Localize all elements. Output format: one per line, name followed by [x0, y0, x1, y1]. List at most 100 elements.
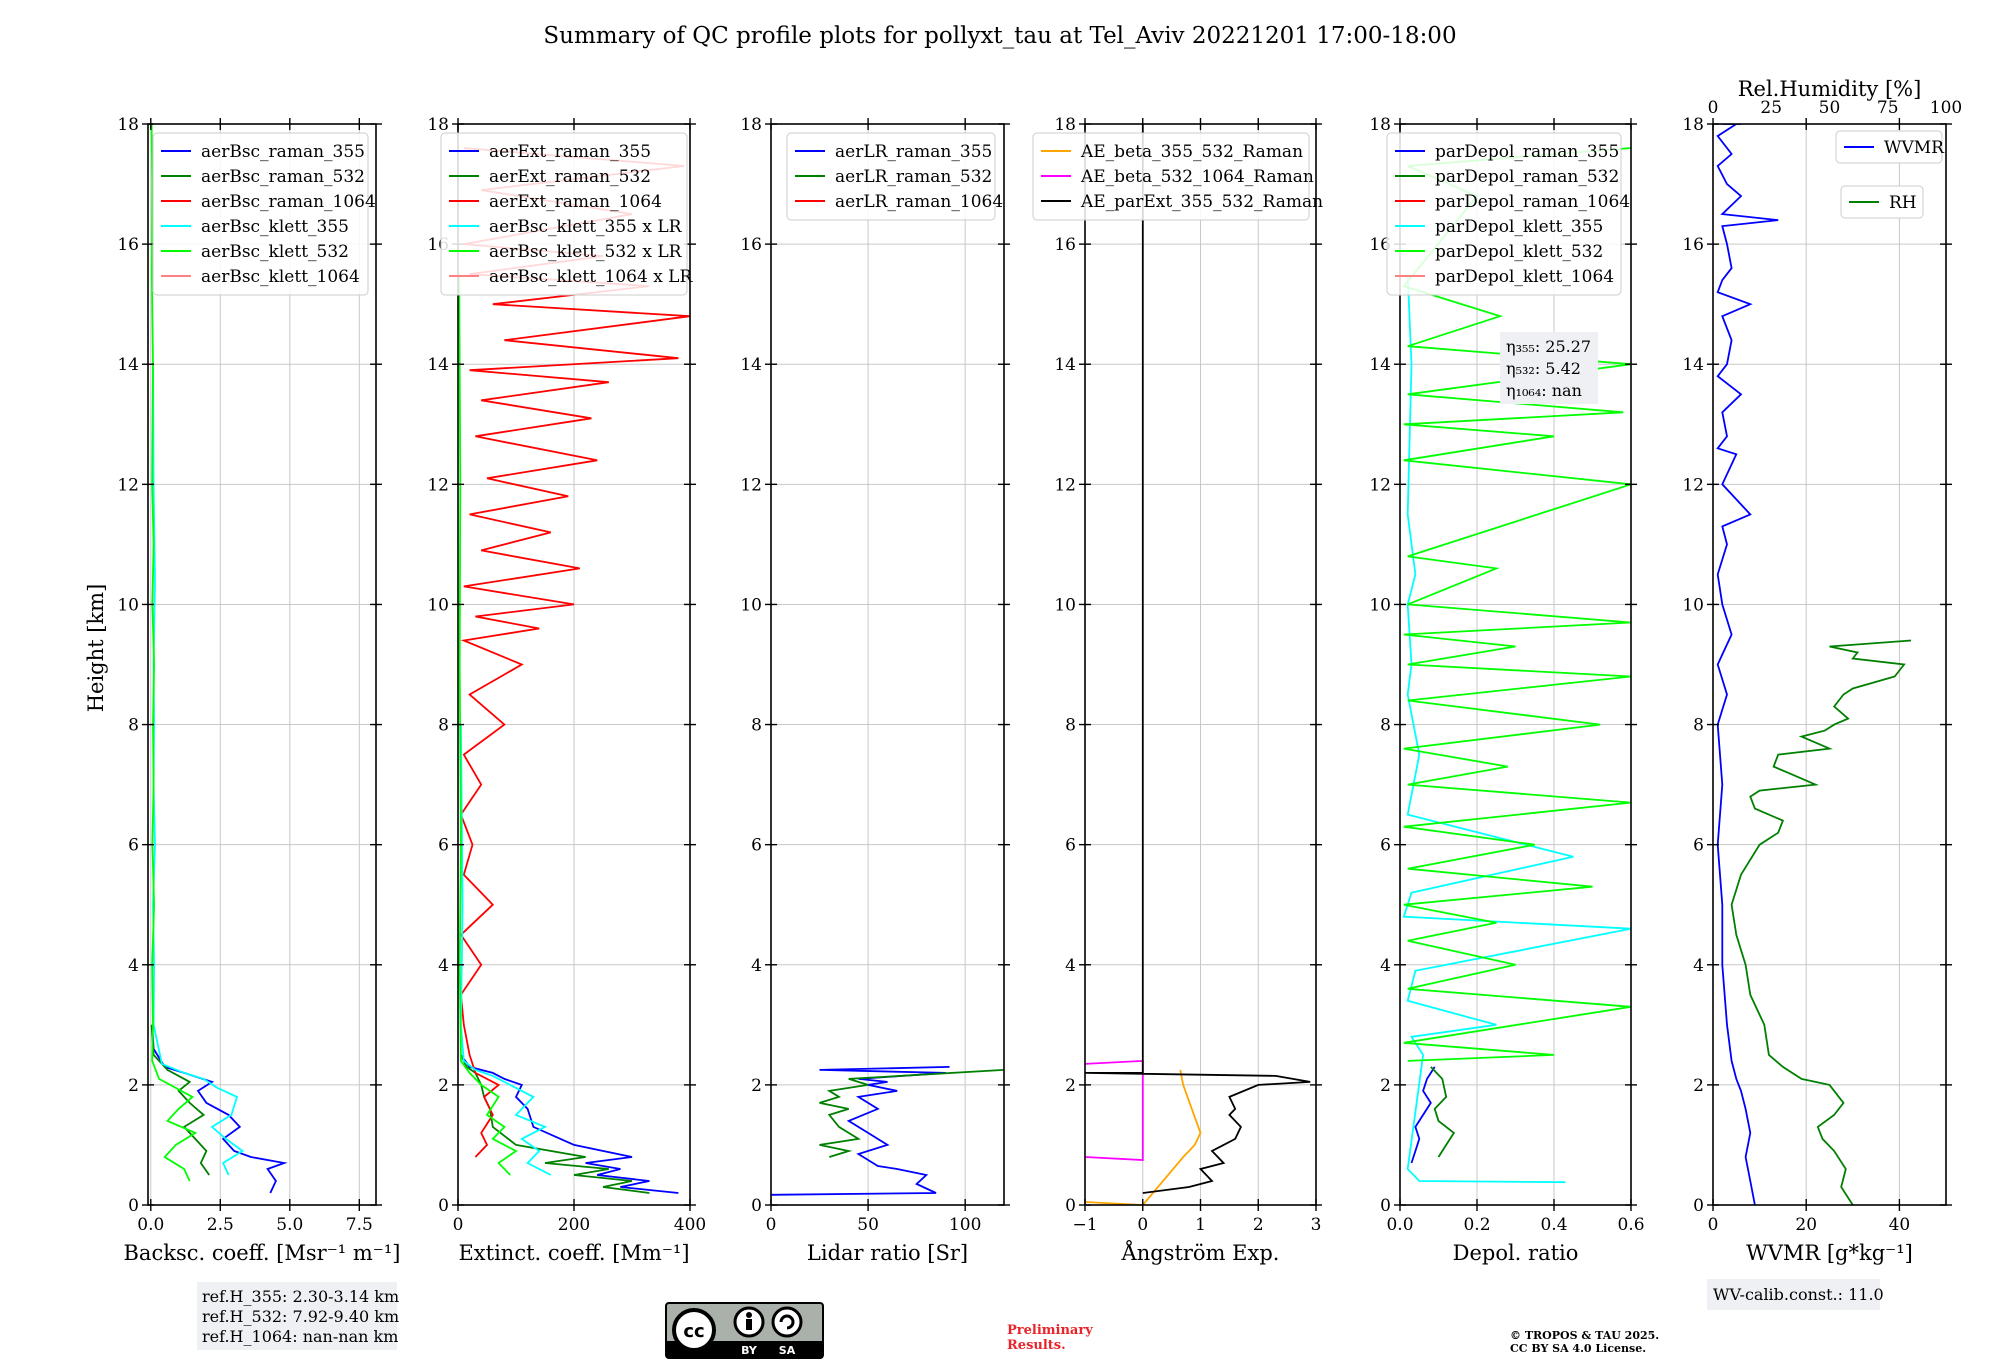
x-tick-label: 1: [1195, 1215, 1206, 1235]
copyright-line-1: © TROPOS & TAU 2025.: [1510, 1329, 1659, 1342]
x-tick-label: 2: [1253, 1215, 1264, 1235]
eta-annotation: η₃₅₅: 25.27 η₅₃₂: 5.42 η₁₀₆₄: nan: [1500, 332, 1598, 404]
y-tick-label: 0: [438, 1196, 449, 1216]
axes-frame: [770, 123, 1005, 1206]
series-line-parDepol_klett_355: [1402, 274, 1631, 1184]
y-tick-label: 16: [1369, 235, 1391, 255]
series-line-aerBsc_raman_532: [150, 1024, 210, 1176]
legend-label: aerLR_raman_355: [835, 142, 992, 162]
y-tick-label: 12: [427, 475, 449, 495]
y-tick-label: 2: [438, 1076, 449, 1096]
y-tick-label: 6: [1380, 836, 1391, 856]
x-axis-label: Backsc. coeff. [Msr⁻¹ m⁻¹]: [124, 1241, 401, 1265]
top-x-tick-label: 50: [1819, 98, 1841, 118]
series-line-aerLR_raman_355: [771, 1066, 950, 1196]
y-tick-label: 14: [117, 355, 139, 375]
figure-title: Summary of QC profile plots for pollyxt_…: [543, 23, 1456, 49]
preliminary-line-1: Preliminary: [1007, 1323, 1093, 1338]
cc-mark: cc: [683, 1321, 704, 1342]
legend: aerExt_raman_355 aerExt_raman_532 aerExt_r…: [440, 132, 693, 296]
legend-label: aerBsc_klett_532: [201, 242, 349, 262]
y-tick-label: 4: [438, 956, 449, 976]
x-tick-label: 0.4: [1540, 1215, 1567, 1235]
legend-label: aerBsc_raman_532: [201, 167, 365, 187]
x-tick-label: 7.5: [346, 1215, 373, 1235]
x-tick-label: 50: [857, 1215, 879, 1235]
y-tick-label: 10: [1369, 595, 1391, 615]
panel-depol: 0 2 4 6 8 10 12 14 16 18 0.0 0.2 0.4 0.6 Depol. ratio p…: [1369, 115, 1644, 1265]
series-line-aerBsc_klett_355 x LR: [459, 724, 552, 1176]
cc-sa-label: SA: [779, 1344, 796, 1357]
eta-value: η₁₀₆₄: nan: [1506, 381, 1582, 400]
legend-label: aerExt_raman_532: [489, 167, 651, 187]
axes-frame: [147, 123, 377, 1206]
legend-label: WVMR: [1884, 138, 1945, 158]
legend-label: parDepol_klett_532: [1435, 242, 1603, 262]
x-tick-label: 0.0: [1386, 1215, 1413, 1235]
y-axis-label: Height [km]: [84, 584, 108, 713]
y-tick-label: 14: [1054, 355, 1076, 375]
y-tick-label: 18: [427, 115, 449, 135]
legend-box: [786, 132, 996, 221]
legend-label: aerBsc_klett_1064: [201, 267, 360, 287]
y-tick-label: 10: [1054, 595, 1076, 615]
x-tick-label: −1: [1072, 1215, 1097, 1235]
y-tick-label: 16: [117, 235, 139, 255]
x-tick-label: 2.5: [207, 1215, 234, 1235]
y-tick-label: 8: [1065, 716, 1076, 736]
y-tick-label: 0: [128, 1196, 139, 1216]
x-axis-label: Depol. ratio: [1453, 1241, 1579, 1265]
y-tick-label: 2: [1693, 1076, 1704, 1096]
legend-rh: RH: [1840, 185, 1924, 219]
y-tick-label: 2: [128, 1076, 139, 1096]
y-tick-label: 10: [740, 595, 762, 615]
y-tick-label: 14: [740, 355, 762, 375]
y-tick-label: 6: [751, 836, 762, 856]
series-line-aerExt_raman_532: [460, 1054, 650, 1194]
x-axis-label: Lidar ratio [Sr]: [807, 1241, 968, 1265]
legend-label: aerBsc_klett_355 x LR: [489, 217, 683, 237]
preliminary-line-2: Results.: [1007, 1338, 1066, 1353]
top-x-tick-label: 25: [1760, 98, 1782, 118]
y-tick-label: 8: [751, 716, 762, 736]
x-tick-label: 20: [1795, 1215, 1817, 1235]
y-tick-label: 18: [117, 115, 139, 135]
legend-box: [152, 132, 369, 296]
y-tick-label: 2: [1065, 1076, 1076, 1096]
top-x-tick-label: 0: [1708, 98, 1719, 118]
ref-height-box: ref.H_355: 2.30-3.14 km ref.H_532: 7.92-…: [197, 1282, 399, 1350]
legend: aerBsc_raman_355 aerBsc_raman_532 aerBsc_r…: [152, 132, 376, 296]
top-x-axis-label: Rel.Humidity [%]: [1738, 77, 1922, 101]
y-tick-label: 6: [1693, 836, 1704, 856]
x-tick-label: 40: [1889, 1215, 1911, 1235]
legend: parDepol_raman_355 parDepol_raman_532 parD…: [1386, 132, 1630, 296]
legend: aerLR_raman_355 aerLR_raman_532 aerLR_rama…: [786, 132, 1003, 221]
y-tick-label: 6: [1065, 836, 1076, 856]
legend-label: parDepol_raman_355: [1435, 142, 1619, 162]
y-tick-label: 10: [427, 595, 449, 615]
y-tick-label: 8: [1380, 716, 1391, 736]
y-tick-label: 8: [438, 716, 449, 736]
y-tick-label: 12: [1054, 475, 1076, 495]
cc-license-logo: cc BY SA: [665, 1302, 824, 1359]
y-tick-label: 12: [740, 475, 762, 495]
y-tick-label: 8: [1693, 716, 1704, 736]
y-tick-label: 12: [1369, 475, 1391, 495]
y-tick-label: 14: [1682, 355, 1704, 375]
y-tick-label: 0: [1693, 1196, 1704, 1216]
legend-label: AE_beta_532_1064_Raman: [1080, 167, 1314, 187]
y-tick-label: 14: [1369, 355, 1391, 375]
series-line-aerLR_raman_532: [819, 1069, 1004, 1158]
x-tick-label: 100: [949, 1215, 981, 1235]
ref-height-532: ref.H_532: 7.92-9.40 km: [202, 1307, 399, 1326]
eta-value: η₃₅₅: 25.27: [1506, 337, 1591, 356]
y-tick-label: 16: [1054, 235, 1076, 255]
x-axis-label: WVMR [g*kg⁻¹]: [1746, 1241, 1913, 1265]
series-line-AE_beta_532_1064_Raman: [1085, 1059, 1144, 1161]
series-line-parDepol_raman_532: [1430, 1066, 1456, 1158]
axes-frame: [1399, 123, 1632, 1206]
copyright-line-2: CC BY SA 4.0 License.: [1510, 1342, 1646, 1355]
y-tick-label: 12: [1682, 475, 1704, 495]
